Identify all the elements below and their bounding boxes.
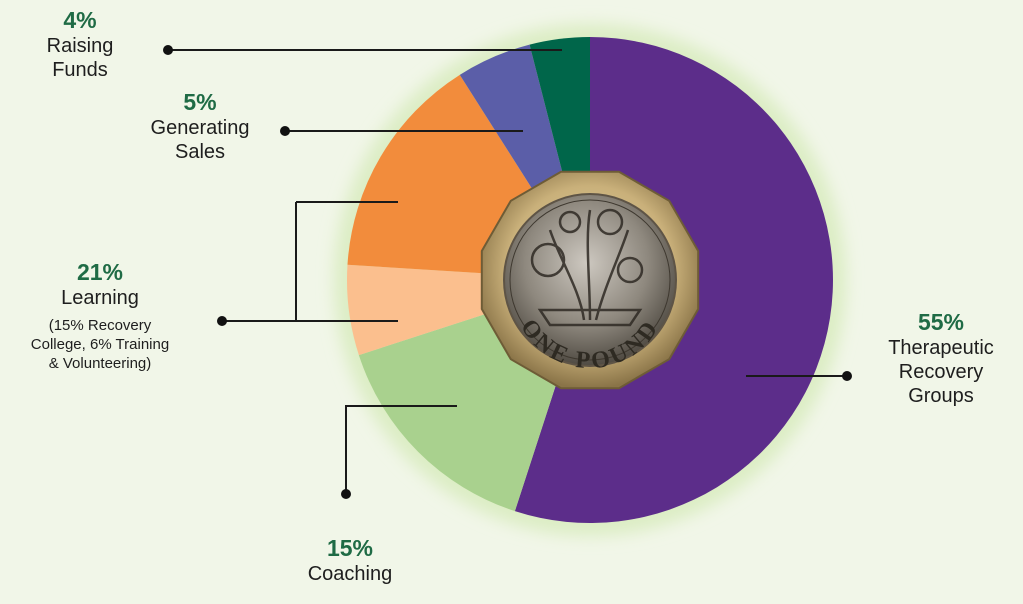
label-learning-name: Learning: [61, 287, 139, 309]
label-funds-name-2: Funds: [52, 59, 108, 81]
label-therapeutic: 55% Therapeutic Recovery Groups: [866, 308, 1016, 408]
label-sales: 5% Generating Sales: [130, 88, 270, 164]
dot-coaching: [341, 489, 351, 499]
label-sales-pct: 5%: [183, 89, 217, 115]
label-coaching-name: Coaching: [307, 563, 393, 585]
dot-therapeutic: [842, 371, 852, 381]
label-learning-note-2: College, 6% Training: [30, 336, 170, 353]
label-therapeutic-name-3: Groups: [908, 385, 974, 407]
dot-funds: [163, 45, 173, 55]
label-sales-name-2: Sales: [174, 141, 226, 163]
label-learning-pct: 21%: [76, 259, 124, 285]
leader-coaching: [345, 405, 457, 494]
label-therapeutic-pct: 55%: [917, 309, 965, 335]
label-coaching-pct: 15%: [326, 535, 374, 561]
label-therapeutic-name-2: Recovery: [898, 361, 984, 383]
leader-lines: [168, 49, 847, 494]
label-sales-name-1: Generating: [150, 117, 250, 139]
label-funds-pct: 4%: [63, 7, 97, 33]
label-learning-note: (15% Recovery College, 6% Training & Vol…: [10, 316, 190, 373]
label-learning: 21% Learning (15% Recovery College, 6% T…: [10, 258, 190, 373]
label-therapeutic-name-1: Therapeutic: [888, 337, 994, 359]
dot-sales: [280, 126, 290, 136]
dot-learning: [217, 316, 227, 326]
label-learning-note-3: & Volunteering): [48, 355, 152, 372]
label-funds: 4% Raising Funds: [30, 6, 130, 82]
leader-dots: [163, 45, 852, 499]
label-learning-note-1: (15% Recovery: [48, 317, 152, 334]
label-coaching: 15% Coaching: [285, 534, 415, 586]
leader-learning: [222, 201, 398, 322]
label-funds-name-1: Raising: [46, 35, 114, 57]
one-pound-coin-icon: ONE POUND: [480, 170, 700, 390]
